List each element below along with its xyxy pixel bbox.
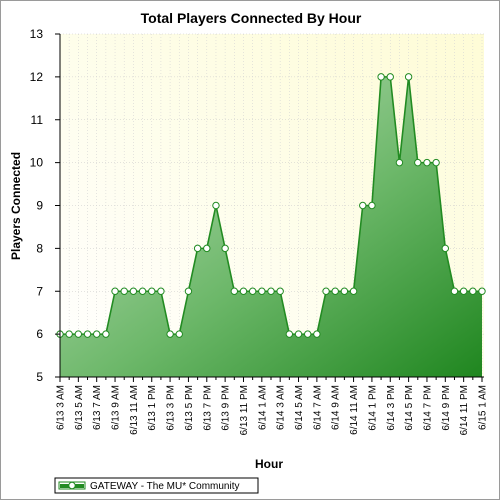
x-tick-label: 6/13 5 PM <box>184 385 195 431</box>
x-tick-label: 6/14 9 PM <box>441 385 452 431</box>
data-markers <box>56 73 486 338</box>
data-point <box>184 287 193 295</box>
data-point <box>120 287 128 295</box>
x-tick-label: 6/13 3 PM <box>166 385 177 431</box>
x-axis-ticks: 6/13 3 AM 6/13 5 AM 6/13 7 AM 6/13 9 AM 6/13… <box>56 377 489 435</box>
data-point <box>166 330 174 338</box>
x-tick-label: 6/13 11 AM <box>129 385 140 435</box>
data-point <box>368 201 376 210</box>
data-point <box>221 244 229 253</box>
data-point <box>414 158 422 167</box>
data-point <box>404 73 413 81</box>
data-point <box>102 330 110 338</box>
data-point <box>138 287 147 295</box>
data-point <box>92 330 101 338</box>
x-tick-label: 6/13 3 AM <box>56 385 67 430</box>
legend-label: GATEWAY - The MU* Community <box>90 481 239 492</box>
data-point <box>83 330 92 338</box>
y-axis-ticks: 5 6 7 8 9 10 11 12 13 <box>30 27 60 384</box>
x-tick-label: 6/15 1 AM <box>478 385 489 430</box>
x-tick-label: 6/13 9 PM <box>221 385 232 431</box>
data-point <box>303 330 312 338</box>
x-tick-label: 6/14 7 AM <box>312 385 323 430</box>
y-tick-label: 10 <box>30 156 44 170</box>
x-tick-label: 6/14 11 AM <box>349 385 360 435</box>
data-point <box>239 287 248 295</box>
data-point <box>395 158 404 167</box>
data-point <box>248 287 257 295</box>
data-point <box>111 287 119 295</box>
y-tick-label: 13 <box>30 27 44 41</box>
x-axis-label: Hour <box>255 457 283 471</box>
y-tick-label: 5 <box>36 370 43 384</box>
data-point <box>432 158 440 167</box>
x-tick-label: 6/13 7 AM <box>92 385 103 430</box>
data-point <box>157 287 165 295</box>
y-tick-label: 12 <box>30 70 44 84</box>
legend-marker <box>68 481 76 490</box>
data-point <box>331 287 339 295</box>
x-tick-label: 6/13 7 PM <box>202 385 213 431</box>
data-point <box>349 287 358 295</box>
data-point <box>175 330 183 338</box>
data-point <box>359 201 367 210</box>
data-point <box>450 287 459 295</box>
x-tick-label: 6/14 11 PM <box>459 385 470 435</box>
x-tick-label: 6/14 9 AM <box>331 385 342 430</box>
data-point <box>423 158 431 167</box>
x-tick-label: 6/14 1 PM <box>367 385 378 431</box>
data-point <box>193 244 202 253</box>
x-tick-label: 6/13 11 PM <box>239 385 250 435</box>
y-axis-label: Players Connected <box>9 152 23 260</box>
y-tick-label: 11 <box>31 113 44 127</box>
x-tick-label: 6/14 5 PM <box>404 385 415 431</box>
data-point <box>340 287 349 295</box>
y-tick-label: 7 <box>36 284 43 298</box>
data-point <box>74 330 83 338</box>
x-tick-label: 6/13 9 AM <box>111 385 122 430</box>
data-point <box>129 287 138 295</box>
data-point <box>276 287 284 295</box>
y-tick-label: 6 <box>36 327 43 341</box>
chart-title: Total Players Connected By Hour <box>141 10 362 26</box>
data-point <box>258 287 266 295</box>
data-point <box>230 287 239 295</box>
x-tick-label: 6/14 1 AM <box>257 385 268 430</box>
y-tick-label: 9 <box>36 199 43 213</box>
legend-box <box>54 477 259 494</box>
x-tick-label: 6/14 5 AM <box>294 385 305 430</box>
legend: GATEWAY - The MU* Community <box>54 477 259 494</box>
data-point <box>212 201 220 210</box>
data-point <box>377 73 385 81</box>
data-point <box>148 287 156 295</box>
x-tick-label: 6/14 3 AM <box>276 385 287 430</box>
data-point <box>203 244 211 253</box>
x-tick-label: 6/14 7 PM <box>422 385 433 431</box>
data-point <box>478 287 486 295</box>
data-point <box>285 330 294 338</box>
data-point <box>322 287 330 295</box>
x-tick-label: 6/14 3 PM <box>386 385 397 431</box>
data-point <box>386 73 394 81</box>
data-point <box>313 330 321 338</box>
x-tick-label: 6/13 1 PM <box>147 385 158 431</box>
data-point <box>65 330 73 338</box>
data-point <box>267 287 275 295</box>
data-point <box>294 330 303 338</box>
x-tick-label: 6/13 5 AM <box>74 385 85 430</box>
data-point <box>459 287 468 295</box>
data-point <box>441 244 450 253</box>
data-point <box>469 287 477 295</box>
y-tick-label: 8 <box>36 241 43 255</box>
